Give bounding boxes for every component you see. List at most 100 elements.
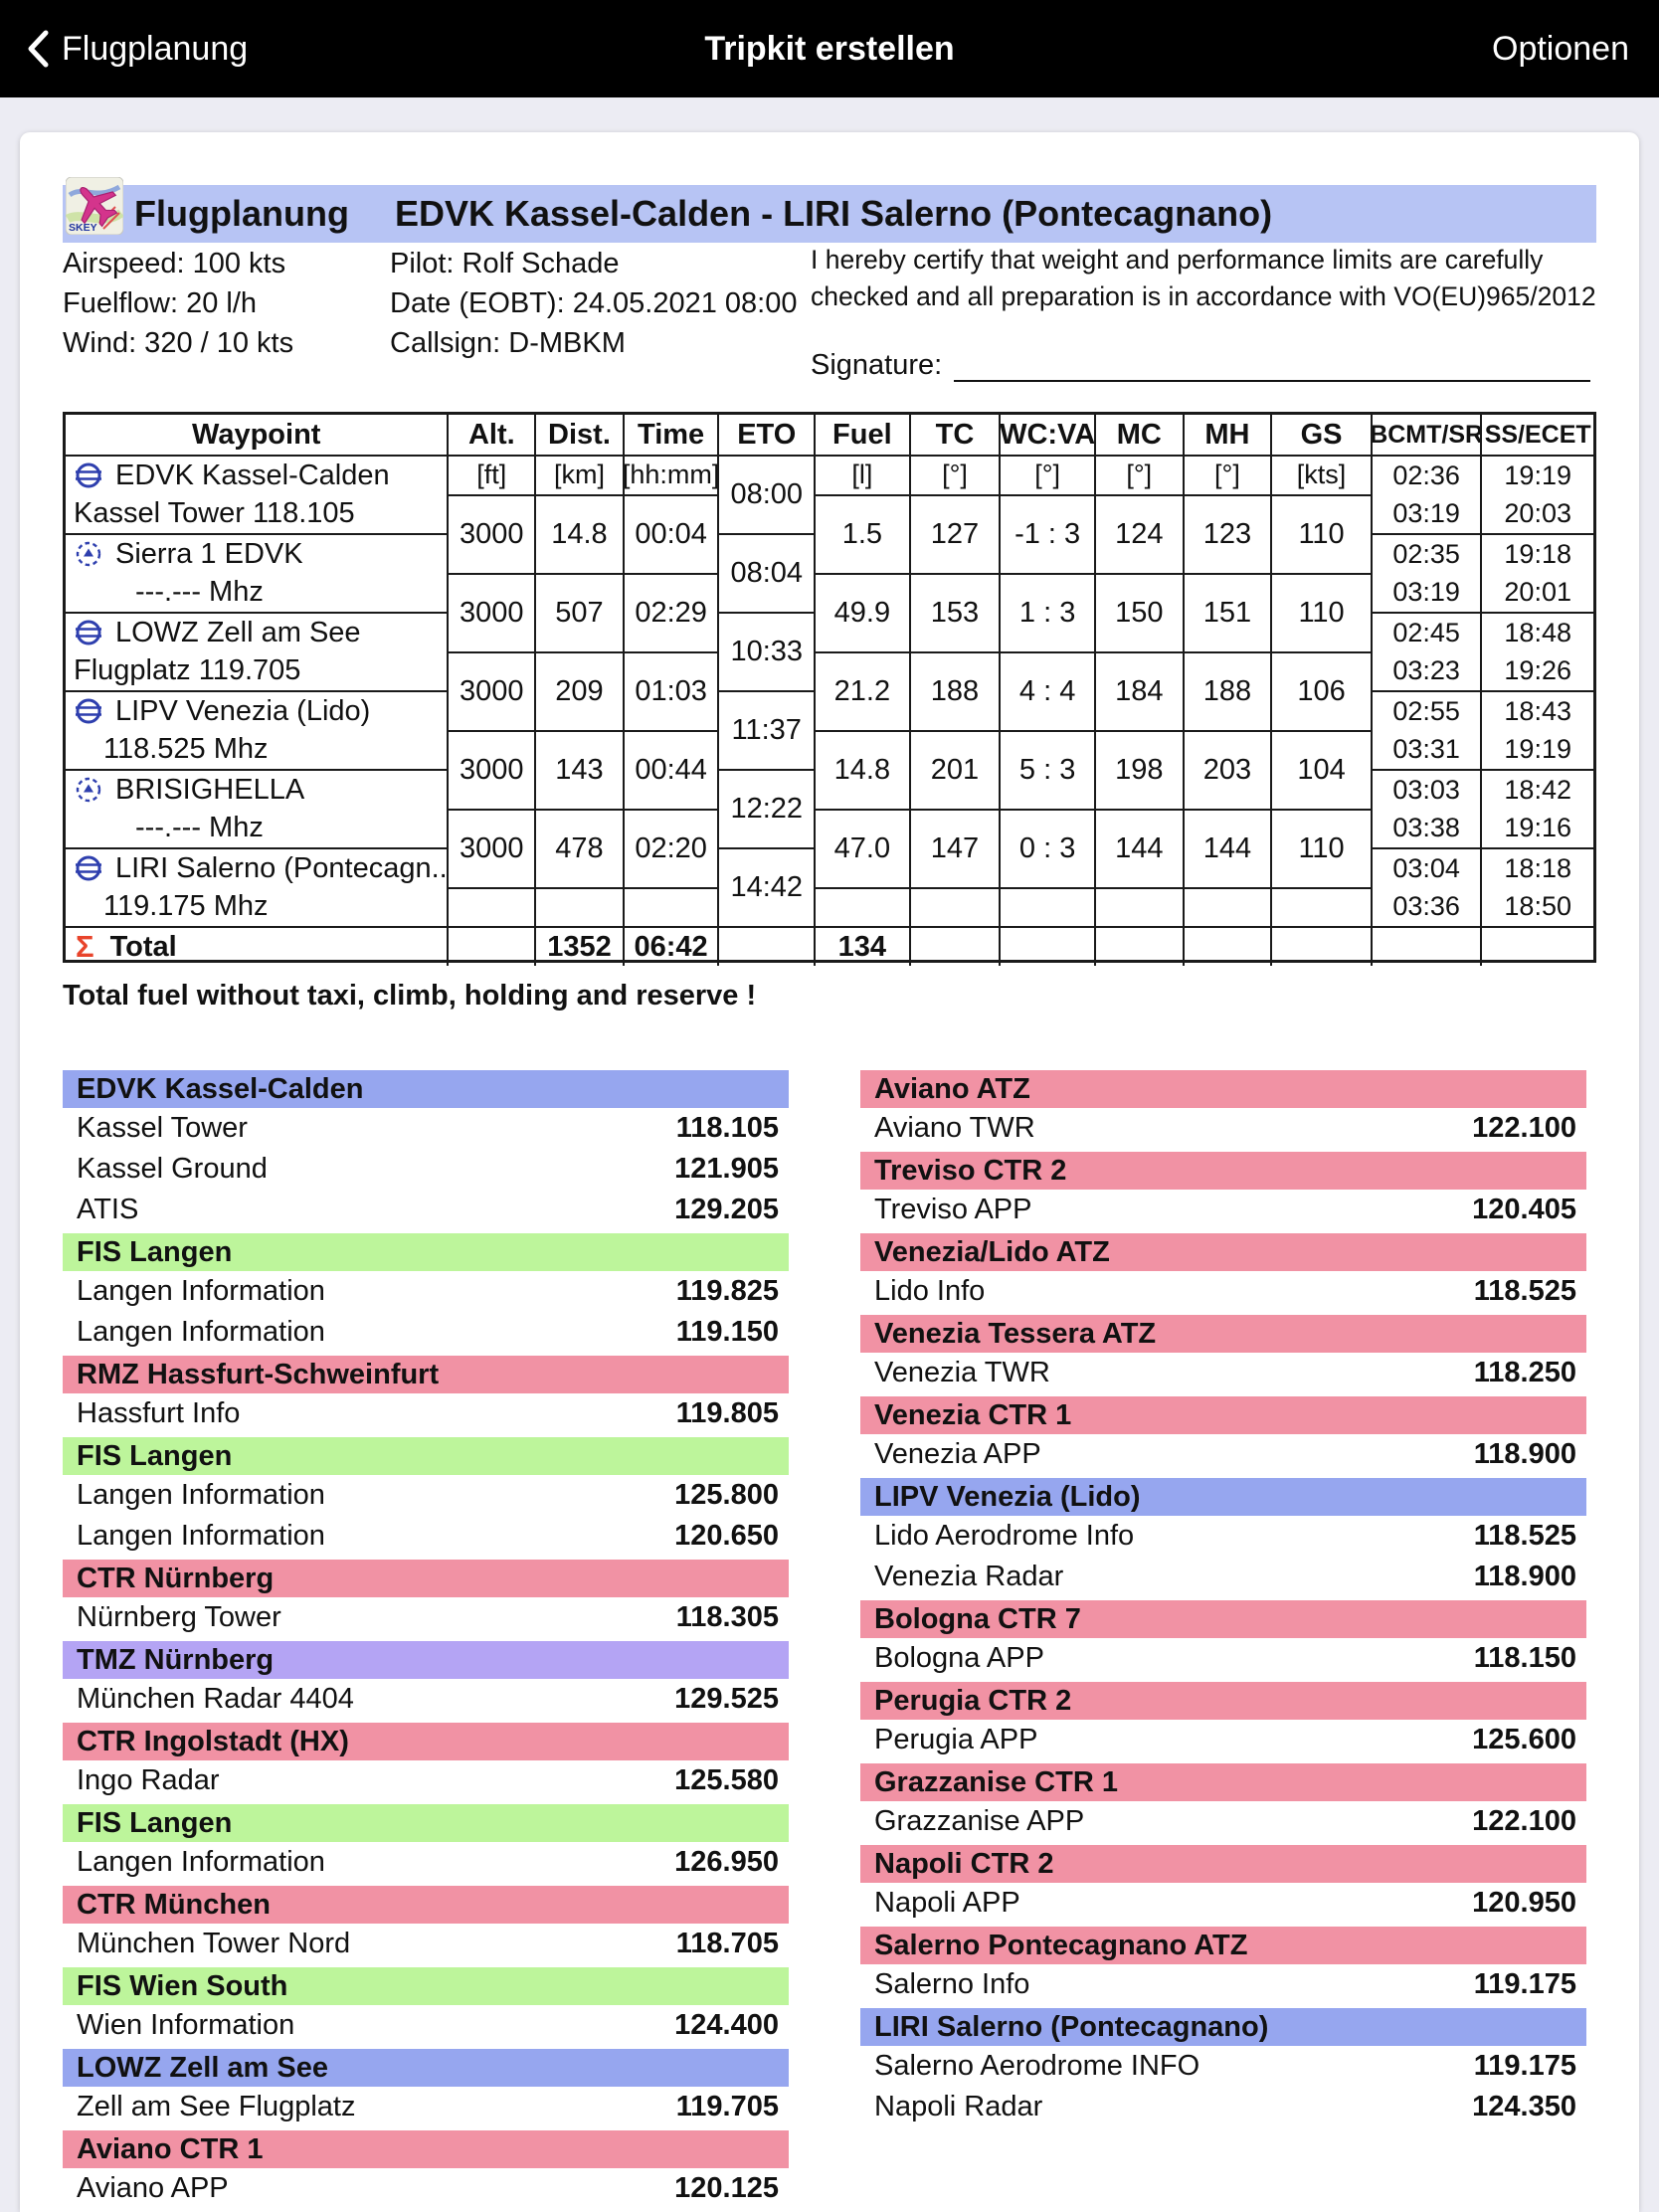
station-frequency: 118.705: [675, 1928, 779, 1959]
col-header-alt: Alt.: [449, 415, 537, 457]
waypoint-row: LOWZ Zell am See Flugplatz 119.705: [66, 614, 450, 692]
station-frequency: 119.805: [675, 1397, 779, 1429]
leg-dist: 507: [536, 574, 625, 653]
waypoint-name: Sierra 1 EDVK: [115, 537, 303, 570]
chevron-left-icon: [28, 30, 49, 68]
airport-icon: [74, 853, 103, 883]
freq-row: Lido Aerodrome Info 118.525: [860, 1516, 1586, 1557]
leg-dist: 209: [536, 652, 625, 732]
leg-alt: 3000: [449, 652, 537, 732]
station-frequency: 125.580: [674, 1764, 779, 1796]
station-name: Langen Information: [77, 1520, 325, 1552]
freq-row: ATIS 129.205: [63, 1190, 789, 1230]
document-route-title: EDVK Kassel-Calden - LIRI Salerno (Ponte…: [394, 193, 1273, 234]
freq-section-title: FIS Langen: [63, 1437, 789, 1475]
ss-ecet-cell: 18:48 19:26: [1482, 614, 1593, 692]
station-name: Langen Information: [77, 1846, 325, 1878]
sigma-icon: Σ: [76, 929, 94, 964]
station-name: Salerno Info: [874, 1968, 1030, 2000]
freq-section-title: Aviano ATZ: [860, 1070, 1586, 1108]
station-frequency: 129.525: [674, 1683, 779, 1715]
bcmt-sr-cell: 03:03 03:38: [1372, 771, 1483, 849]
station-frequency: 118.525: [1473, 1275, 1576, 1307]
ss-ecet-cell: 19:18 20:01: [1482, 535, 1593, 614]
back-button-label: Flugplanung: [62, 29, 249, 68]
leg-fuel: 14.8: [816, 731, 911, 811]
leg-wcva: -1 : 3: [1001, 495, 1096, 575]
station-name: ATIS: [77, 1194, 139, 1225]
col-header-wcva: WC:VA: [1001, 415, 1096, 457]
date-info: Date (EOBT): 24.05.2021 08:00: [390, 287, 798, 319]
waypoint-row: Sierra 1 EDVK ---.--- Mhz: [66, 535, 450, 614]
freq-row: Ingo Radar 125.580: [63, 1760, 789, 1801]
freq-row: Bologna APP 118.150: [860, 1638, 1586, 1679]
station-name: Kassel Tower: [77, 1112, 248, 1144]
station-frequency: 119.150: [675, 1316, 779, 1348]
leg-mh: 203: [1184, 731, 1273, 811]
station-name: Zell am See Flugplatz: [77, 2091, 356, 2122]
station-name: Venezia Radar: [874, 1561, 1064, 1592]
station-frequency: 126.950: [674, 1846, 779, 1878]
freq-row: München Radar 4404 129.525: [63, 1679, 789, 1720]
eto-value: 11:37: [719, 692, 817, 771]
freq-section-title: Napoli CTR 2: [860, 1845, 1586, 1883]
freq-row: Langen Information 126.950: [63, 1842, 789, 1883]
freq-section-title: Venezia/Lido ATZ: [860, 1233, 1586, 1271]
station-frequency: 119.825: [675, 1275, 779, 1307]
ss-ecet-cell: 18:18 18:50: [1482, 849, 1593, 928]
leg-gs: 110: [1272, 810, 1373, 889]
wind-info: Wind: 320 / 10 kts: [63, 327, 294, 359]
station-name: Grazzanise APP: [874, 1805, 1085, 1837]
station-frequency: 118.250: [1473, 1357, 1576, 1388]
bcmt-sr-cell: 02:45 03:23: [1372, 614, 1483, 692]
freq-section-title: FIS Langen: [63, 1233, 789, 1271]
station-frequency: 119.175: [1473, 2050, 1576, 2082]
col-header-ss-ecet: SS/ECET: [1482, 415, 1593, 457]
waypoint-name: LOWZ Zell am See: [115, 616, 361, 648]
leg-dist: 14.8: [536, 495, 625, 575]
station-name: Wien Information: [77, 2009, 295, 2041]
bcmt-sr-cell: 02:35 03:19: [1372, 535, 1483, 614]
freq-section-title: Grazzanise CTR 1: [860, 1763, 1586, 1801]
col-header-mh: MH: [1184, 415, 1273, 457]
unit-fuel: [l]: [816, 457, 911, 496]
leg-mc: 124: [1095, 495, 1185, 575]
leg-fuel: 21.2: [816, 652, 911, 732]
station-frequency: 120.405: [1472, 1194, 1576, 1225]
col-header-eto: ETO: [719, 415, 817, 457]
freq-row: Aviano TWR 122.100: [860, 1108, 1586, 1149]
col-header-time: Time: [624, 415, 720, 457]
station-frequency: 120.650: [674, 1520, 779, 1552]
col-header-gs: GS: [1272, 415, 1373, 457]
frequency-list-right: Aviano ATZ Aviano TWR 122.100 Treviso CTR…: [860, 1067, 1586, 2127]
waypoint-row: LIPV Venezia (Lido) 118.525 Mhz: [66, 692, 450, 771]
waypoint-frequency: 119.175 Mhz: [103, 890, 269, 923]
station-name: Lido Info: [874, 1275, 986, 1307]
freq-row: Langen Information 119.825: [63, 1271, 789, 1312]
station-name: Venezia APP: [874, 1438, 1041, 1470]
freq-section-title: EDVK Kassel-Calden: [63, 1070, 789, 1108]
station-frequency: 124.350: [1472, 2091, 1576, 2122]
back-button[interactable]: Flugplanung: [26, 30, 248, 69]
waypoint-frequency: Flugplatz 119.705: [74, 654, 301, 687]
total-row-label: Σ Total: [66, 928, 450, 966]
document-app-title: Flugplanung: [134, 193, 349, 234]
freq-section-title: CTR Nürnberg: [63, 1560, 789, 1597]
freq-row: Grazzanise APP 122.100: [860, 1801, 1586, 1842]
freq-section-title: FIS Langen: [63, 1804, 789, 1842]
leg-tc: 153: [910, 574, 1002, 653]
freq-row: Perugia APP 125.600: [860, 1720, 1586, 1760]
app-logo-icon: SKEY: [65, 176, 124, 236]
unit-mc: [°]: [1095, 457, 1185, 496]
freq-row: Napoli Radar 124.350: [860, 2087, 1586, 2127]
station-frequency: 121.905: [674, 1153, 779, 1185]
eto-value: 10:33: [719, 614, 817, 692]
station-name: München Tower Nord: [77, 1928, 351, 1959]
freq-section-title: CTR Ingolstadt (HX): [63, 1723, 789, 1760]
station-name: Ingo Radar: [77, 1764, 220, 1796]
waypoint-row: LIRI Salerno (Pontecagn.. 119.175 Mhz: [66, 849, 450, 928]
options-button[interactable]: Optionen: [1492, 29, 1629, 68]
leg-gs: 106: [1272, 652, 1373, 732]
ss-ecet-cell: 18:43 19:19: [1482, 692, 1593, 771]
freq-section-title: Treviso CTR 2: [860, 1152, 1586, 1190]
